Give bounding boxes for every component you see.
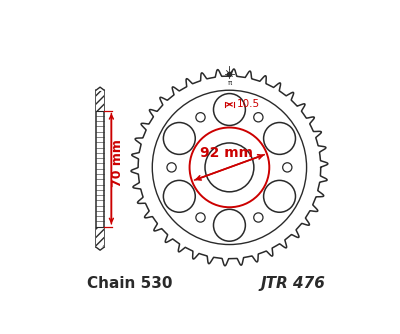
Circle shape	[196, 213, 205, 222]
Bar	[96, 90, 104, 247]
Polygon shape	[96, 87, 104, 90]
Bar	[96, 227, 104, 247]
Text: π: π	[227, 80, 232, 86]
Circle shape	[163, 180, 195, 212]
Circle shape	[205, 143, 254, 192]
Circle shape	[196, 113, 205, 122]
Circle shape	[264, 180, 296, 212]
Text: 10.5: 10.5	[237, 99, 260, 109]
Text: JTR 476: JTR 476	[261, 276, 326, 291]
Text: 92 mm: 92 mm	[200, 146, 253, 160]
Circle shape	[254, 113, 263, 122]
Text: Chain 530: Chain 530	[87, 276, 172, 291]
Polygon shape	[96, 247, 104, 250]
Polygon shape	[131, 69, 328, 266]
Text: 70 mm: 70 mm	[110, 140, 124, 187]
Circle shape	[283, 163, 292, 172]
Circle shape	[214, 209, 245, 241]
Circle shape	[254, 213, 263, 222]
Circle shape	[163, 123, 195, 154]
Bar	[96, 90, 104, 111]
Circle shape	[214, 94, 245, 126]
Circle shape	[167, 163, 176, 172]
Circle shape	[264, 123, 296, 154]
Circle shape	[152, 90, 306, 244]
